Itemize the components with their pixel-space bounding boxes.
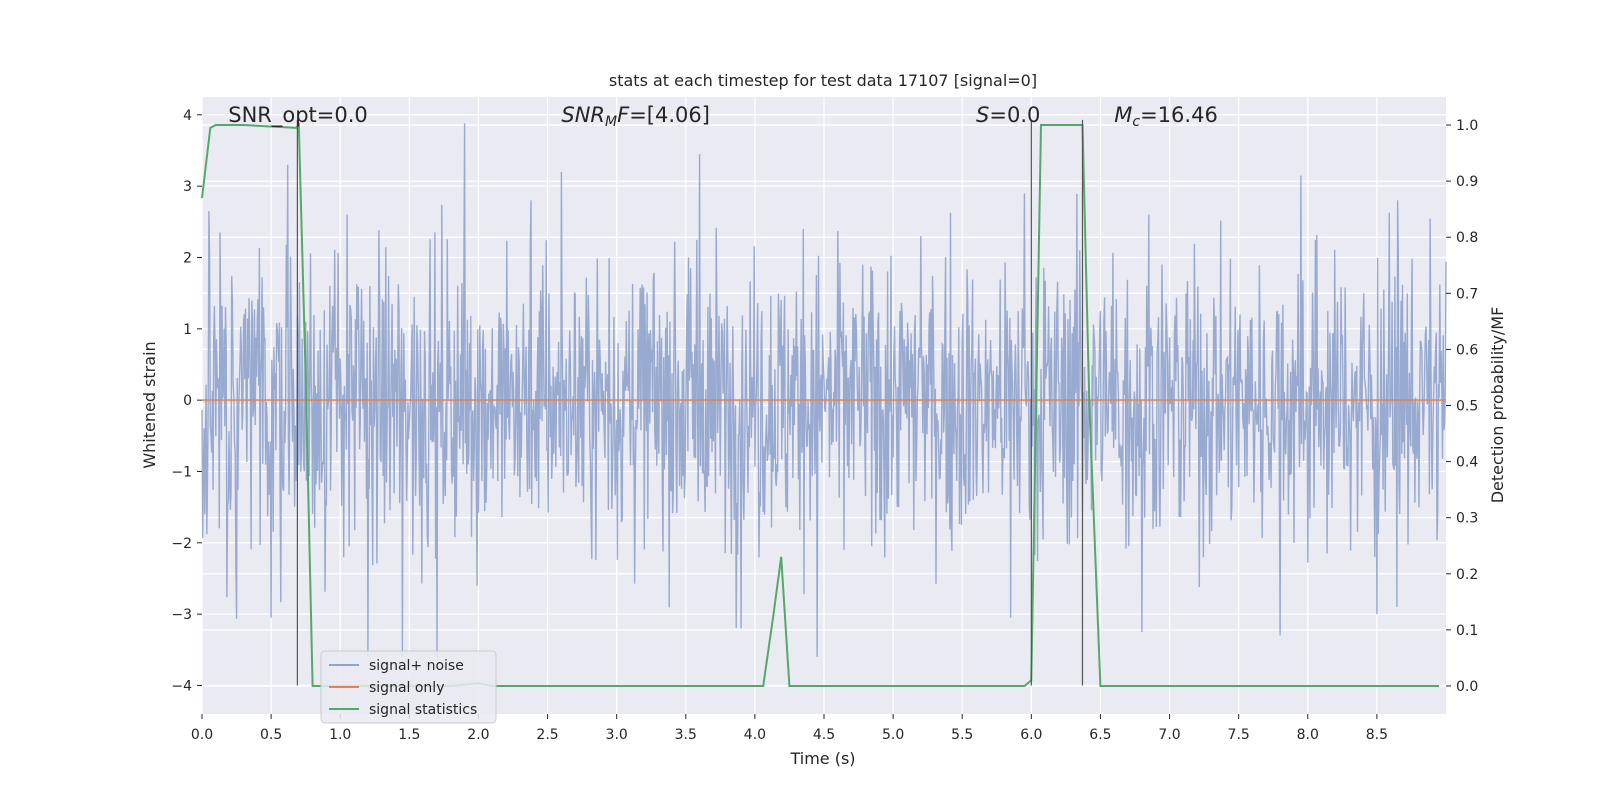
y2-tick-label: 0.1: [1456, 623, 1478, 639]
series-signal-noise: [201, 123, 1447, 657]
x-tick-label: 8.0: [1297, 727, 1319, 743]
legend-entry: signal statistics: [369, 702, 477, 718]
legend-entry: signal+ noise: [369, 658, 464, 674]
x-tick-label: 5.0: [882, 727, 904, 743]
annotation: Mc=16.46: [1114, 103, 1218, 130]
x-tick-label: 6.0: [1020, 727, 1042, 743]
y-axis-label: Whitened strain: [140, 341, 159, 468]
legend-box: [320, 650, 497, 724]
x-tick-label: 8.5: [1366, 727, 1388, 743]
y-tick-label: 4: [183, 108, 192, 124]
y-tick-label: 1: [183, 322, 192, 338]
annotations: SNR_opt=0.0 SNRMF=[4.06] S=0.0 Mc=16.46: [228, 103, 1218, 130]
chart-title: stats at each timestep for test data 171…: [609, 71, 1037, 90]
y-tick-label: −3: [171, 607, 192, 623]
y2-tick-label: 0.9: [1456, 174, 1478, 190]
x-tick-label: 1.0: [329, 727, 351, 743]
x-tick-label: 2.5: [536, 727, 558, 743]
x-tick-label: 6.5: [1089, 727, 1111, 743]
y2-tick-label: 0.7: [1456, 286, 1478, 302]
vertical-markers: [296, 119, 1084, 686]
x-tick-label: 3.5: [675, 727, 697, 743]
x-tick-label: 3.0: [606, 727, 628, 743]
y-tick-label: 2: [183, 250, 192, 266]
y2-tick-label: 0.0: [1456, 679, 1478, 695]
legend-entry: signal only: [369, 680, 444, 696]
y-tick-label: −1: [171, 464, 192, 480]
legend: signal+ noise signal only signal statistic…: [320, 650, 497, 724]
annotation: S=0.0: [976, 103, 1040, 127]
y2-tick-label: 0.3: [1456, 511, 1478, 527]
x-tick-label: 7.0: [1158, 727, 1180, 743]
y2-axis-label: Detection probability/MF: [1488, 307, 1507, 504]
signal-noise-line: [201, 123, 1447, 657]
y2-tick-label: 0.4: [1456, 455, 1478, 471]
x-axis-ticks: 0.0 0.5 1.0 1.5 2.0 2.5 3.0 3.5 4.0 4.5 5.0 5.5 6.0 6…: [191, 714, 1388, 743]
y2-tick-label: 0.6: [1456, 342, 1478, 358]
x-tick-label: 5.5: [951, 727, 973, 743]
y-tick-label: −4: [171, 678, 192, 694]
y2-axis-ticks: 0.0 0.1 0.2 0.3 0.4 0.5 0.6 0.7 0.8 0.9 1.0: [1446, 118, 1478, 695]
signal-statistics-line: [201, 122, 1440, 687]
x-tick-label: 0.0: [191, 727, 213, 743]
x-tick-label: 4.5: [813, 727, 835, 743]
x-axis-label: Time (s): [789, 749, 855, 768]
series-signal-statistics: [201, 122, 1440, 687]
y2-tick-label: 0.2: [1456, 567, 1478, 583]
y2-tick-label: 0.5: [1456, 399, 1478, 415]
x-tick-label: 2.0: [467, 727, 489, 743]
annotation: SNR_opt=0.0: [228, 103, 368, 128]
x-tick-label: 1.5: [398, 727, 420, 743]
y-tick-label: 3: [183, 179, 192, 195]
y-tick-label: −2: [171, 536, 192, 552]
x-tick-label: 7.5: [1228, 727, 1250, 743]
x-tick-label: 4.0: [744, 727, 766, 743]
y-tick-label: 0: [183, 393, 192, 409]
y-axis-ticks: −4 −3 −2 −1 0 1 2 3 4: [171, 108, 202, 694]
x-tick-label: 0.5: [260, 727, 282, 743]
annotation: SNRMF=[4.06]: [561, 103, 710, 130]
y2-tick-label: 0.8: [1456, 230, 1478, 246]
y2-tick-label: 1.0: [1456, 118, 1478, 134]
